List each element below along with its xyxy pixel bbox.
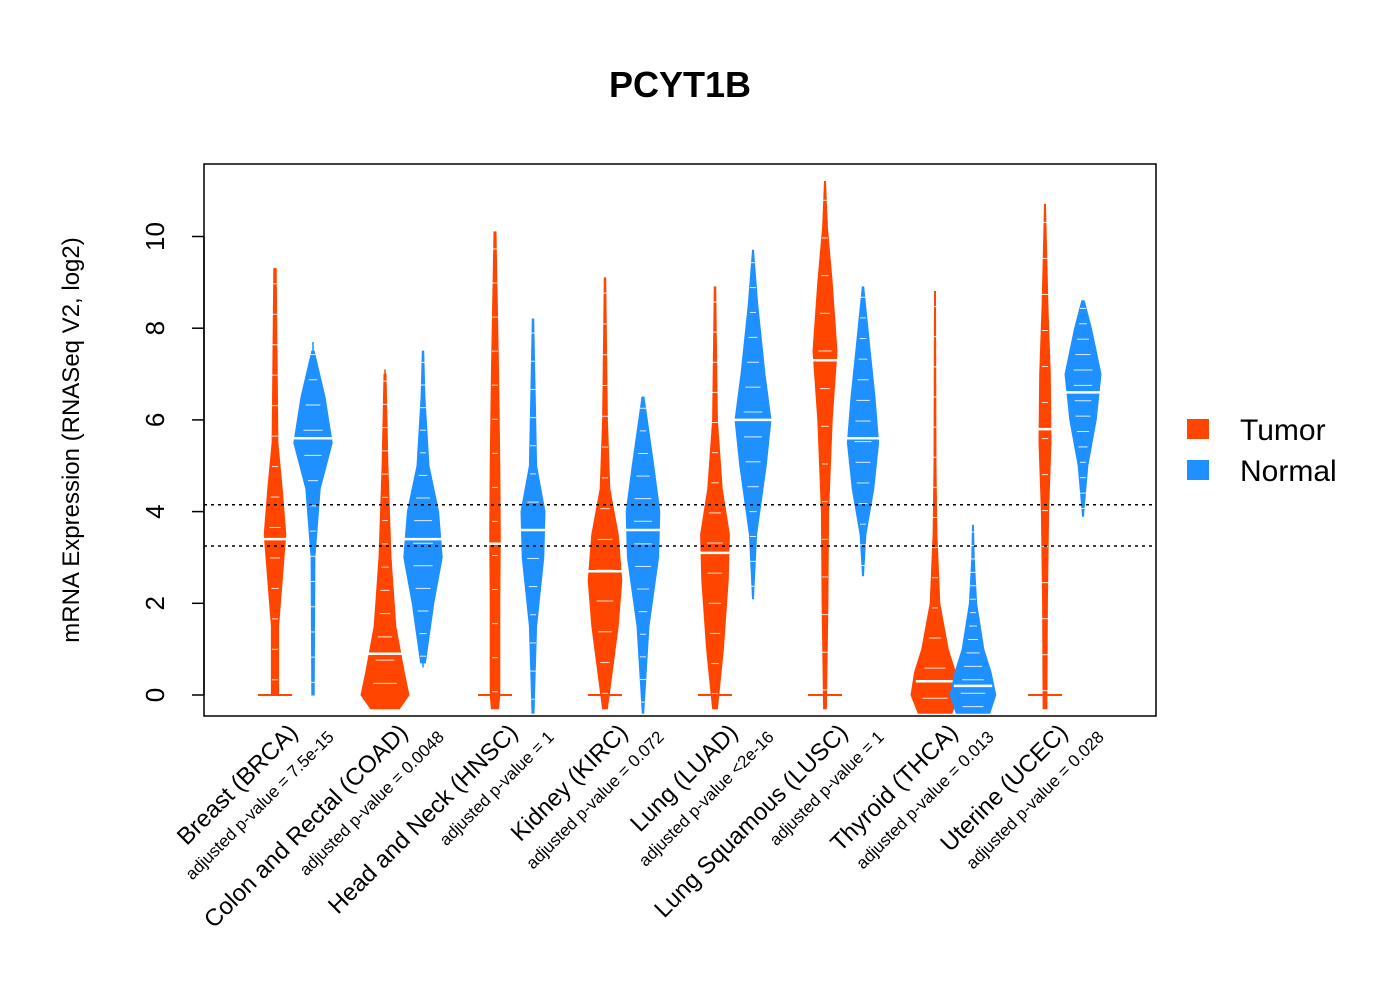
y-axis: 0 2 4 6 8 10 — [140, 222, 205, 702]
bean-tumor-colon-and-rectal-coad-density — [360, 373, 410, 710]
y-tick-label-6: 6 — [140, 413, 170, 427]
bean-tumor-lung-squamous-lusc-density — [812, 181, 838, 710]
x-axis: Breast (BRCA)adjusted p-value = 7.5e-15C… — [172, 719, 1108, 933]
bean-normal-thyroid-thca — [949, 524, 997, 714]
bean-group-lung-luad — [695, 249, 773, 710]
bean-normal-uterine-ucec — [1063, 300, 1103, 517]
reference-lines — [204, 503, 1156, 547]
bean-tumor-uterine-ucec — [1025, 203, 1065, 710]
bean-tumor-breast-brca-density — [263, 268, 287, 696]
bean-tumor-breast-brca — [255, 268, 295, 696]
chart-title: PCYT1B — [609, 64, 751, 105]
bean-normal-lung-squamous-lusc-density — [846, 286, 880, 577]
bean-group-kidney-kirc — [585, 277, 663, 714]
legend: Tumor Normal — [1187, 414, 1337, 488]
bean-group-head-and-neck-hnsc — [475, 231, 553, 714]
bean-tumor-lung-luad — [695, 286, 735, 710]
bean-group-uterine-ucec — [1025, 203, 1103, 710]
y-tick-label-8: 8 — [140, 321, 170, 335]
plot-frame — [203, 163, 1157, 717]
bean-tumor-colon-and-rectal-coad — [360, 369, 410, 710]
bean-normal-colon-and-rectal-coad-density — [403, 350, 443, 664]
bean-group-lung-squamous-lusc — [805, 181, 883, 710]
y-tick-label-4: 4 — [140, 504, 170, 518]
bean-normal-thyroid-thca-density — [949, 524, 997, 714]
bean-normal-lung-squamous-lusc — [843, 286, 883, 577]
bean-normal-head-and-neck-hnsc-density — [520, 318, 546, 714]
bean-normal-breast-brca — [293, 341, 333, 696]
bean-tumor-kidney-kirc-density — [587, 277, 623, 710]
y-tick-label-2: 2 — [140, 596, 170, 610]
y-tick-label-0: 0 — [140, 688, 170, 702]
bean-tumor-head-and-neck-hnsc — [475, 231, 515, 710]
bean-group-colon-and-rectal-coad — [360, 350, 443, 710]
plot-area — [255, 181, 1103, 714]
bean-normal-lung-luad-density — [734, 249, 772, 600]
legend-swatch-tumor — [1187, 419, 1209, 439]
bean-tumor-thyroid-thca-density — [910, 291, 960, 714]
bean-normal-kidney-kirc-density — [625, 396, 661, 714]
bean-normal-colon-and-rectal-coad — [403, 350, 443, 668]
bean-normal-breast-brca-density — [293, 350, 333, 696]
bean-tumor-kidney-kirc — [585, 277, 625, 710]
bean-tumor-lung-luad-density — [700, 286, 730, 710]
bean-group-thyroid-thca — [910, 291, 997, 714]
bean-normal-head-and-neck-hnsc — [513, 318, 553, 714]
legend-swatch-normal — [1187, 460, 1209, 480]
bean-group-breast-brca — [255, 268, 333, 696]
y-axis-label: mRNA Expression (RNASeq V2, log2) — [58, 237, 85, 643]
bean-tumor-lung-squamous-lusc — [805, 181, 845, 710]
legend-label-tumor: Tumor — [1240, 414, 1326, 447]
bean-normal-uterine-ucec-density — [1064, 300, 1102, 517]
bean-tumor-head-and-neck-hnsc-density — [489, 231, 501, 710]
legend-label-normal: Normal — [1240, 455, 1337, 488]
bean-normal-lung-luad — [733, 249, 773, 600]
bean-normal-kidney-kirc — [623, 396, 663, 714]
y-tick-label-10: 10 — [140, 222, 170, 251]
bean-tumor-uterine-ucec-density — [1038, 203, 1052, 710]
bean-tumor-thyroid-thca — [910, 291, 960, 714]
